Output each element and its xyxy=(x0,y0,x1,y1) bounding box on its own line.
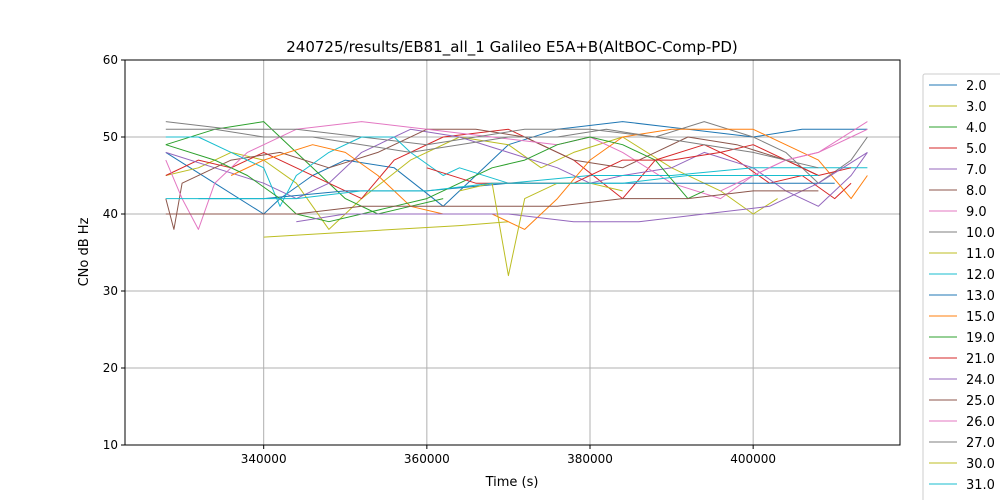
series-line-31.0 xyxy=(165,175,819,200)
series-line-25.0 xyxy=(165,190,819,215)
legend-label: 10.0 xyxy=(966,226,995,241)
series-line-4.0 xyxy=(165,121,444,215)
plot-frame xyxy=(124,59,901,446)
x-tick-label: 360000 xyxy=(404,452,450,466)
legend-label: 8.0 xyxy=(966,184,987,199)
legend-label: 31.0 xyxy=(966,478,995,493)
x-tick-label: 400000 xyxy=(730,452,776,466)
legend-label: 12.0 xyxy=(966,268,995,283)
series-line-24.0 xyxy=(296,151,868,223)
legend-label: 5.0 xyxy=(966,142,987,157)
plot-area xyxy=(125,60,900,445)
legend-label: 26.0 xyxy=(966,415,995,430)
series-line-12.0 xyxy=(165,136,868,207)
y-axis: 10 20 30 40 50 60 xyxy=(103,53,125,452)
legend-label: 27.0 xyxy=(966,436,995,451)
legend-frame xyxy=(922,73,1000,500)
x-axis: 340000 360000 380000 400000 xyxy=(241,445,776,466)
legend-label: 19.0 xyxy=(966,331,995,346)
series-line-15.0 xyxy=(230,128,868,230)
legend-label: 4.0 xyxy=(966,121,987,136)
legend-label: 7.0 xyxy=(966,163,987,178)
series-line-8.0 xyxy=(165,128,819,230)
legend-label: 13.0 xyxy=(966,289,995,304)
legend-label: 25.0 xyxy=(966,394,995,409)
series-line-26.0 xyxy=(720,128,868,192)
legend-label: 11.0 xyxy=(966,247,995,262)
legend-label: 21.0 xyxy=(966,352,995,367)
y-tick-label: 30 xyxy=(103,284,118,298)
y-axis-label: CNo dB Hz xyxy=(77,217,92,286)
legend-label: 30.0 xyxy=(966,457,995,472)
legend-label: 24.0 xyxy=(966,373,995,388)
data-lines xyxy=(165,121,868,277)
x-tick-label: 340000 xyxy=(241,452,287,466)
legend-label: 3.0 xyxy=(966,100,987,115)
y-tick-label: 60 xyxy=(103,53,118,67)
x-tick-label: 380000 xyxy=(567,452,613,466)
series-line-19.0 xyxy=(165,136,705,223)
y-tick-label: 10 xyxy=(103,438,118,452)
x-axis-label: Time (s) xyxy=(485,475,539,490)
y-tick-label: 40 xyxy=(103,207,118,221)
y-tick-label: 50 xyxy=(103,130,118,144)
series-line-27.0 xyxy=(165,128,819,169)
legend-label: 2.0 xyxy=(966,79,987,94)
series-line-10.0 xyxy=(165,121,868,184)
series-line-11.0 xyxy=(263,221,509,238)
y-tick-label: 20 xyxy=(103,361,118,375)
legend-label: 15.0 xyxy=(966,310,995,325)
chart-title: 240725/results/EB81_all_1 Galileo E5A+B(… xyxy=(286,38,737,57)
legend-label: 9.0 xyxy=(966,205,987,220)
legend: 2.0 3.0 4.0 5.0 7.0 8.0 9.0 10.0 11.0 12.0 13.0 15.… xyxy=(922,73,1000,500)
